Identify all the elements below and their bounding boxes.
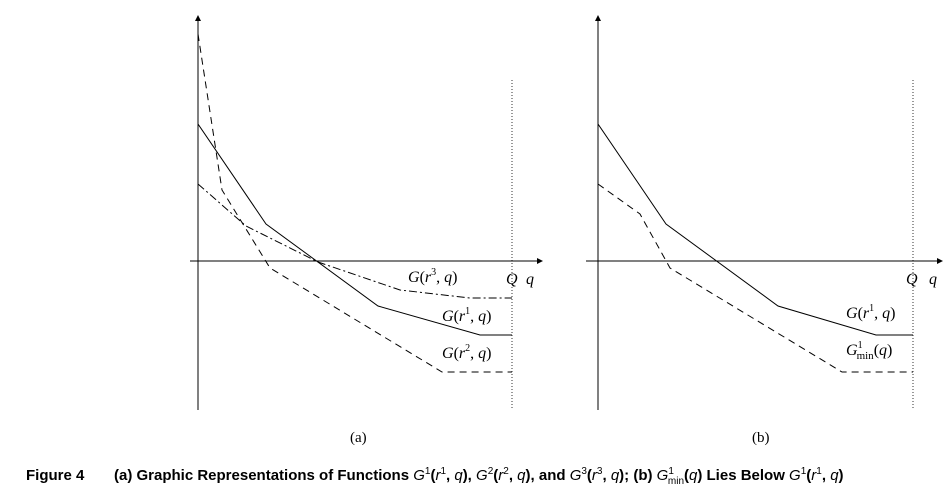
panel-a-curve-g3: [197, 183, 512, 299]
panel-b-curve-gmin: [597, 183, 913, 373]
panel-a-curve-g1: [197, 123, 512, 336]
panel-a-label-g3: G(r3, q): [408, 267, 457, 286]
panel-a-curve-g2: [197, 33, 512, 373]
panel-a-label-g2: G(r2, q): [442, 343, 491, 362]
panel-a-caption: (a): [350, 430, 367, 446]
panel-b-caption: (b): [752, 430, 770, 446]
panel-a-label-g1: G(r1, q): [442, 306, 491, 325]
panel-a-q-label: q: [526, 271, 534, 288]
panel-b-label-gmin: G1 min(q): [846, 340, 892, 362]
figure-caption-label: Figure 4: [26, 467, 85, 484]
panel-b-q-label: q: [929, 271, 937, 288]
panel-a: G(r3, q) G(r1, q) G(r2, q) Q q (a): [190, 15, 543, 446]
panel-b-Q-label: Q: [906, 271, 918, 288]
panel-b-curve-g1: [597, 123, 913, 336]
figure-caption-text: (a) Graphic Representations of Functions…: [114, 466, 844, 487]
panel-a-Q-label: Q: [506, 271, 518, 288]
panel-b-label-g1: G(r1, q): [846, 303, 895, 322]
panel-b: G(r1, q) G1 min(q) Q q (b): [586, 15, 943, 446]
figure-caption: Figure 4 (a) Graphic Representations of …: [26, 466, 946, 490]
